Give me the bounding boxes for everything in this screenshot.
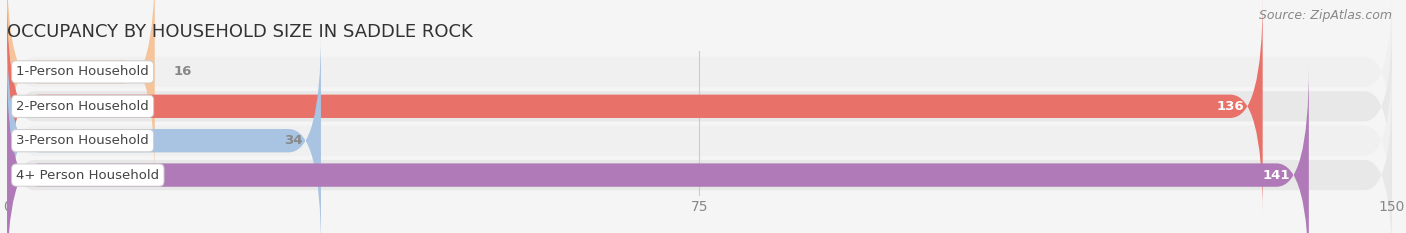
Text: 4+ Person Household: 4+ Person Household <box>17 169 159 182</box>
Text: 1-Person Household: 1-Person Household <box>17 65 149 78</box>
FancyBboxPatch shape <box>7 32 321 233</box>
Text: 2-Person Household: 2-Person Household <box>17 100 149 113</box>
Text: OCCUPANCY BY HOUSEHOLD SIZE IN SADDLE ROCK: OCCUPANCY BY HOUSEHOLD SIZE IN SADDLE RO… <box>7 23 472 41</box>
Text: 136: 136 <box>1216 100 1244 113</box>
FancyBboxPatch shape <box>7 0 155 181</box>
FancyBboxPatch shape <box>7 0 1263 215</box>
FancyBboxPatch shape <box>7 18 1392 194</box>
FancyBboxPatch shape <box>7 53 1392 229</box>
FancyBboxPatch shape <box>7 87 1392 233</box>
Text: 3-Person Household: 3-Person Household <box>17 134 149 147</box>
Text: 16: 16 <box>173 65 191 78</box>
Text: 34: 34 <box>284 134 302 147</box>
FancyBboxPatch shape <box>7 66 1309 233</box>
Text: 141: 141 <box>1263 169 1291 182</box>
Text: Source: ZipAtlas.com: Source: ZipAtlas.com <box>1258 9 1392 22</box>
FancyBboxPatch shape <box>7 0 1392 160</box>
